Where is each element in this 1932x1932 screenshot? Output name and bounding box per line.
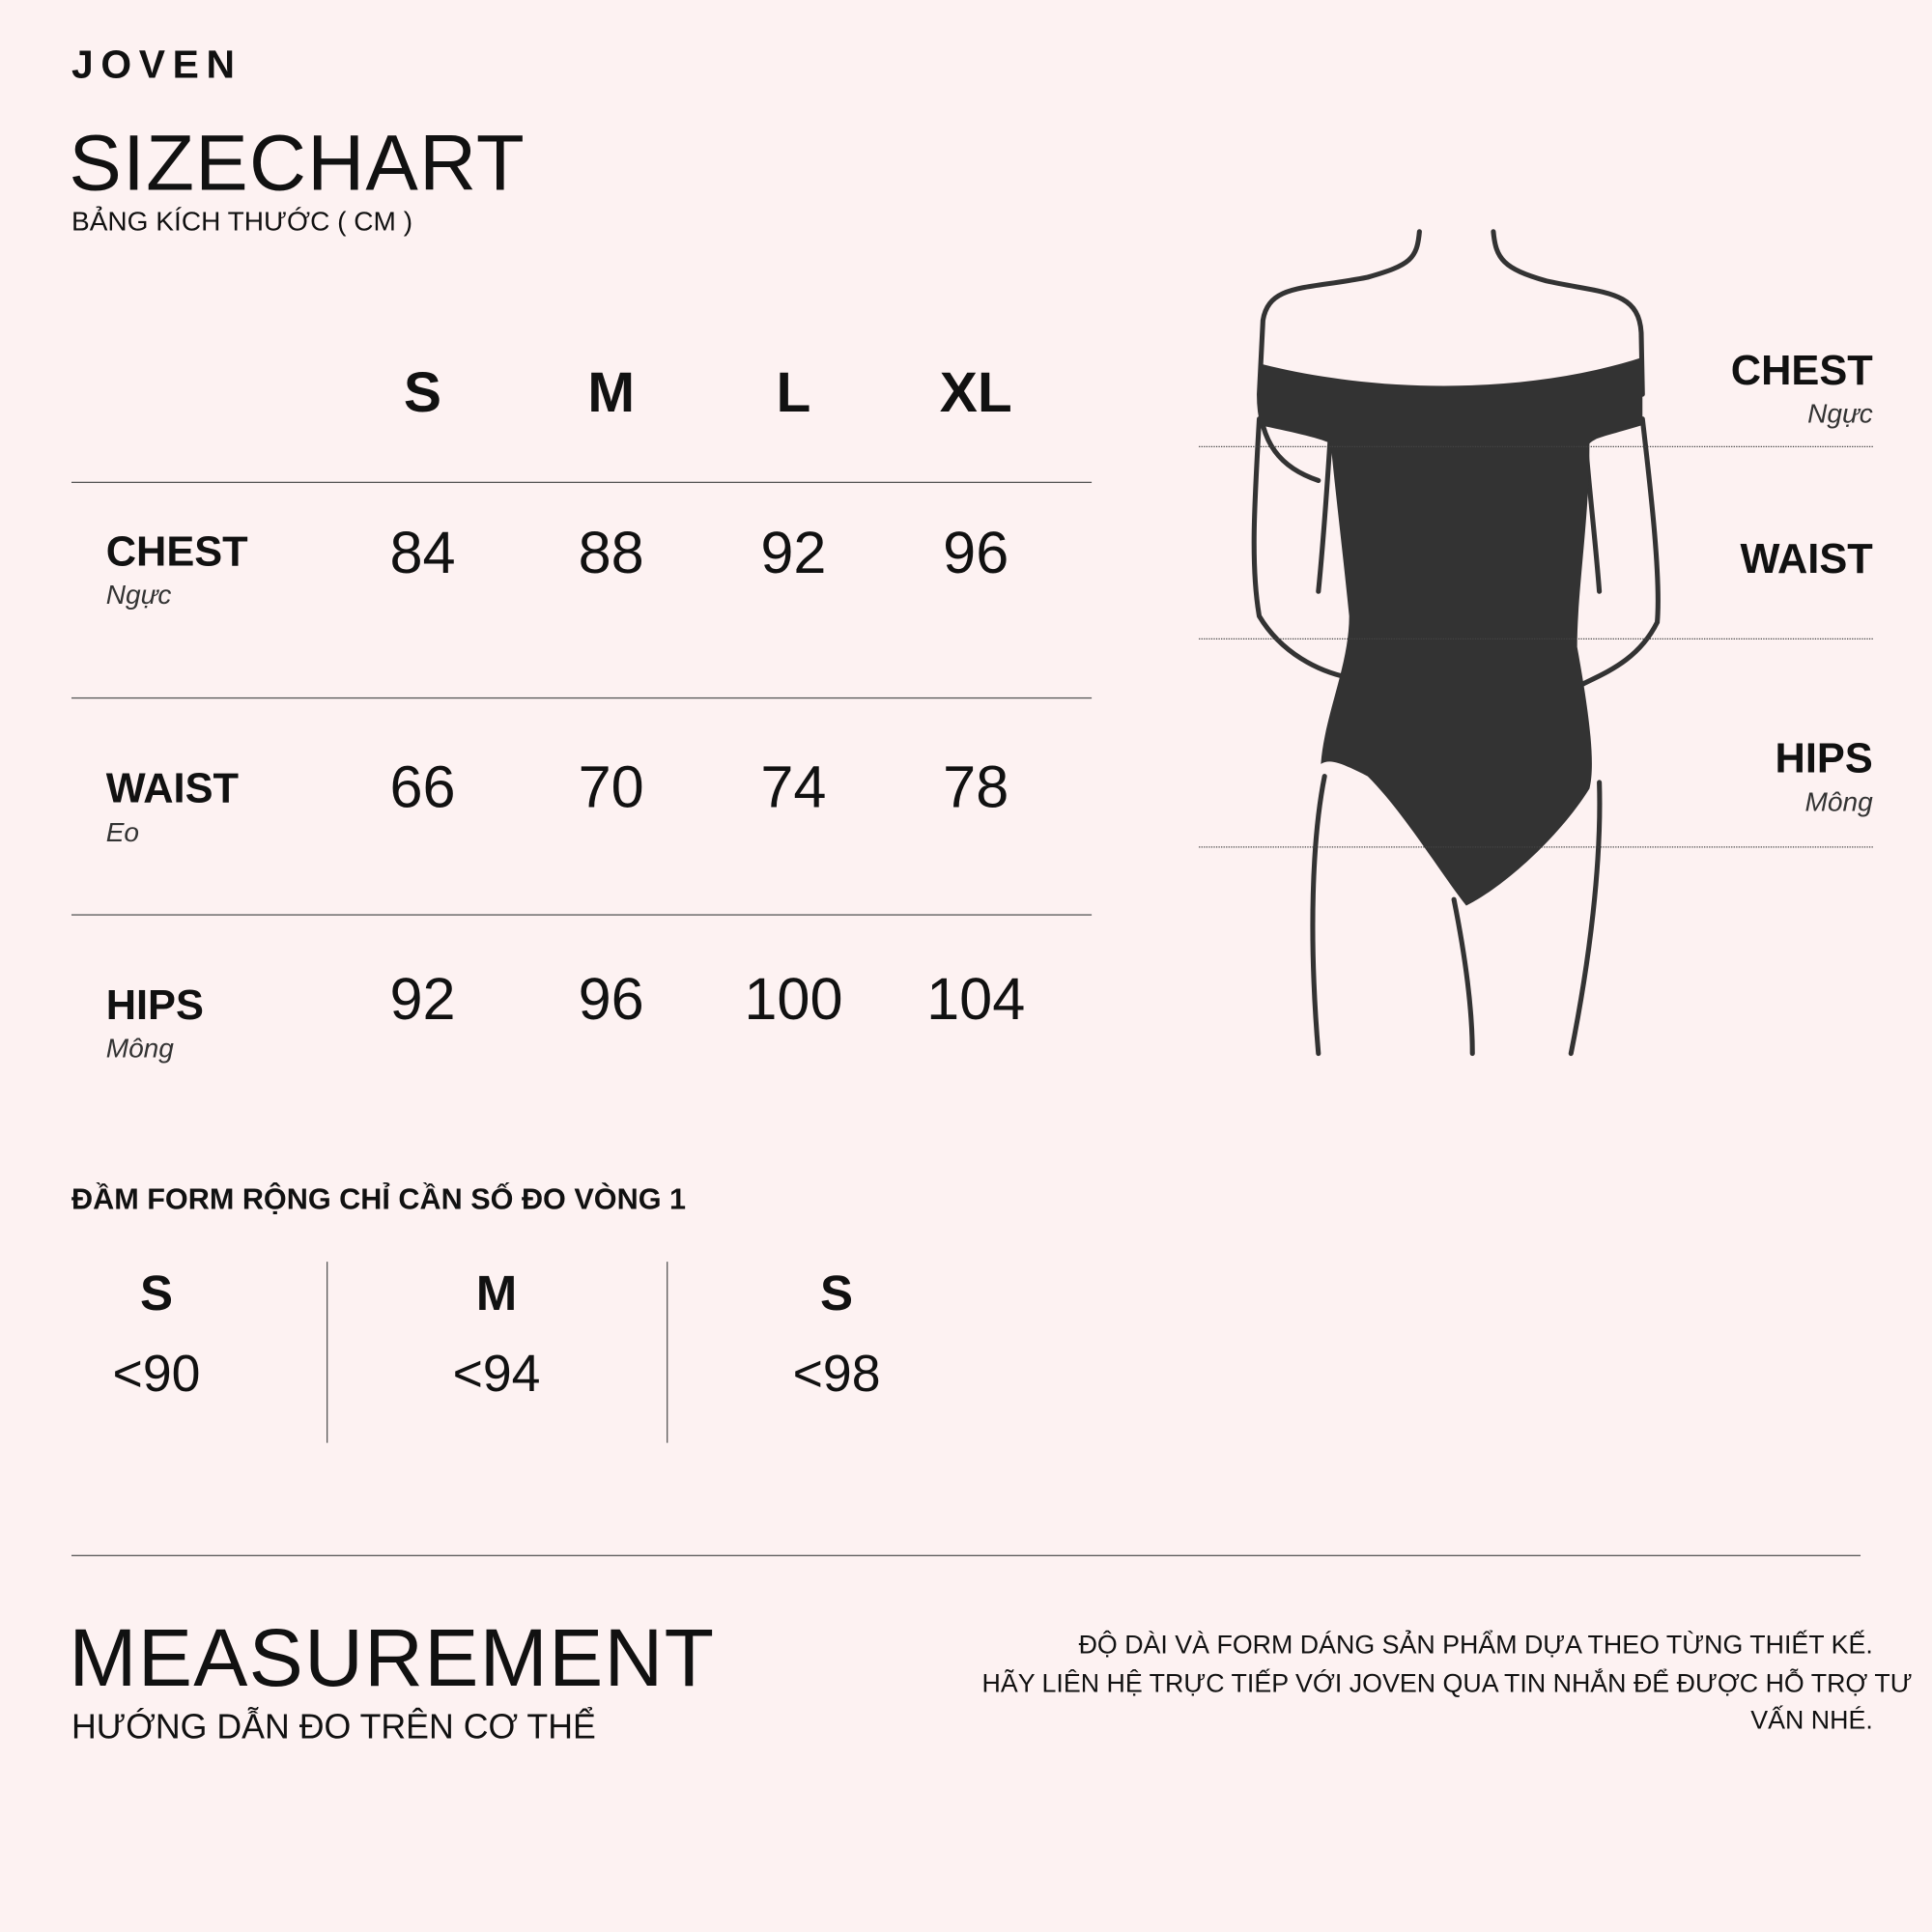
column-divider [667,1262,668,1443]
size-header: S [403,359,442,424]
cell-value: 104 [926,967,1026,1033]
figure-label-waist: WAIST [1740,535,1873,583]
size-header: XL [939,359,1012,424]
divider [71,696,1093,699]
cell-value: 66 [389,754,456,821]
cell-value: 74 [760,754,827,821]
row-sublabel: Eo [105,816,140,848]
figure-sublabel-hips: Mông [1804,785,1873,817]
cell-value: 100 [744,967,843,1033]
measurement-subtitle: HƯỚNG DẪN ĐO TRÊN CƠ THỂ [71,1707,596,1747]
loose-size: S [139,1266,174,1321]
size-header: L [776,359,811,424]
cell-value: 70 [578,754,644,821]
chest-guide-line [1199,445,1873,448]
cell-value: 92 [389,967,456,1033]
brand-logo: JOVEN [71,42,242,87]
page-title: SIZECHART [69,118,526,208]
divider [71,481,1093,483]
cell-value: 84 [389,521,456,587]
cell-value: 96 [943,521,1009,587]
note-line: ĐỘ DÀI VÀ FORM DÁNG SẢN PHẨM DỰA THEO TỪ… [1078,1631,1873,1661]
loose-value: <94 [452,1344,541,1403]
figure-label-chest: CHEST [1730,347,1873,395]
figure-label-hips: HIPS [1775,735,1873,782]
body-figure-illustration [1251,229,1661,1057]
measurement-title: MEASUREMENT [69,1611,716,1703]
cell-value: 96 [578,967,644,1033]
row-sublabel: Mông [105,1032,174,1064]
loose-value: <98 [792,1344,881,1403]
section-divider [71,1554,1861,1556]
loose-size: M [475,1266,518,1321]
row-label: CHEST [105,528,248,576]
page-subtitle: BẢNG KÍCH THƯỚC ( CM ) [71,206,413,237]
cell-value: 78 [943,754,1009,821]
loose-fit-heading: ĐẦM FORM RỘNG CHỈ CẦN SỐ ĐO VÒNG 1 [71,1182,687,1216]
cell-value: 88 [578,521,644,587]
loose-size: S [820,1266,854,1321]
row-label: WAIST [105,765,240,812]
hips-guide-line [1199,846,1873,848]
loose-value: <90 [112,1344,201,1403]
figure-sublabel-chest: Ngực [1807,397,1873,429]
note-line: HÃY LIÊN HỆ TRỰC TIẾP VỚI JOVEN QUA TIN … [981,1669,1913,1698]
row-sublabel: Ngực [105,579,172,611]
divider [71,914,1093,916]
note-line: VẤN NHÉ. [1750,1706,1873,1735]
row-label: HIPS [105,981,204,1030]
size-header: M [587,359,636,424]
cell-value: 92 [760,521,827,587]
